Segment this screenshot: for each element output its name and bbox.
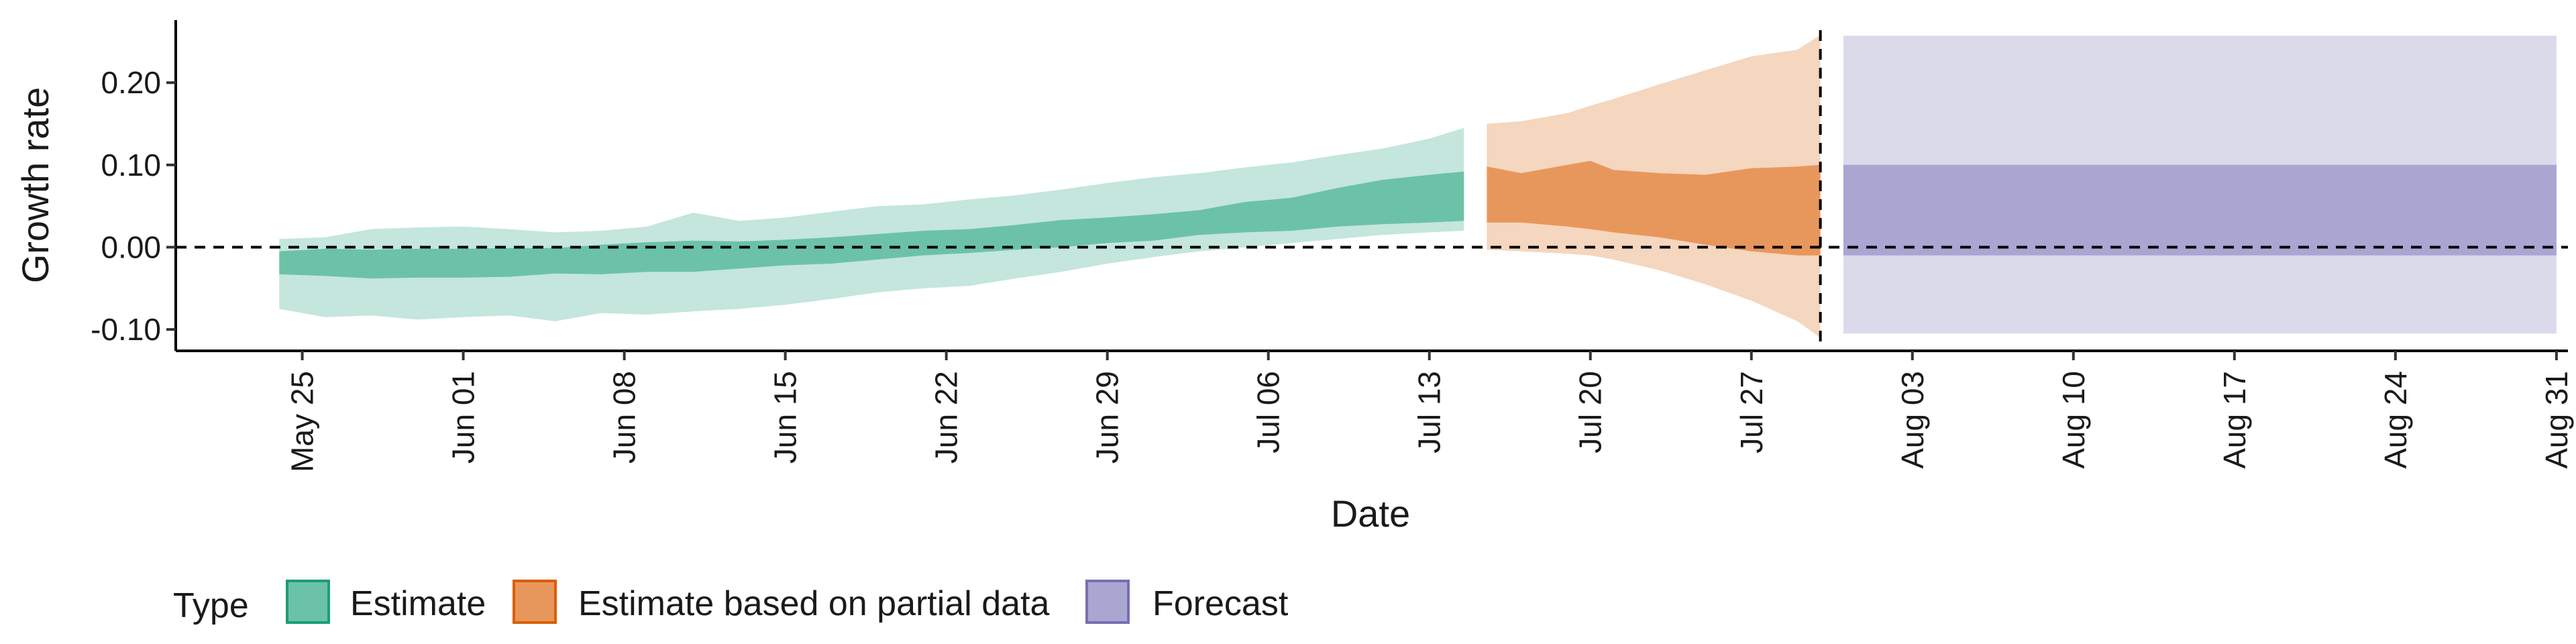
x-tick-label: Aug 10 [2056, 371, 2091, 469]
band-inner-forecast [1843, 165, 2557, 256]
y-axis-title: Growth rate [14, 87, 56, 284]
x-tick-label: Jul 27 [1734, 371, 1769, 453]
legend: Type Estimate Estimate based on partial … [173, 581, 1289, 625]
x-tick-label: Jun 29 [1090, 371, 1125, 464]
y-tick-label: -0.10 [91, 312, 161, 347]
x-tick-label: Jun 15 [768, 371, 803, 464]
x-tick-label: Jun 08 [607, 371, 642, 464]
x-tick-label: May 25 [285, 371, 320, 472]
legend-label-partial: Estimate based on partial data [578, 584, 1050, 623]
x-tick-label: Jun 01 [446, 371, 481, 464]
y-tick-label: 0.00 [101, 229, 161, 264]
x-tick-label: Aug 03 [1895, 371, 1930, 469]
x-tick-label: Jul 13 [1412, 371, 1447, 453]
legend-label-forecast: Forecast [1152, 584, 1289, 623]
x-tick-label: Aug 24 [2378, 371, 2413, 469]
bands-layer [279, 35, 2557, 337]
x-tick-label: Jun 22 [929, 371, 964, 464]
x-axis-title: Date [1331, 492, 1410, 535]
x-tick-label: Aug 31 [2539, 371, 2574, 469]
y-tick-label: 0.20 [101, 65, 161, 100]
y-tick-label: 0.10 [101, 148, 161, 182]
legend-key-partial [514, 581, 555, 623]
x-tick-label: Aug 17 [2217, 371, 2252, 469]
legend-title: Type [173, 586, 249, 625]
legend-key-estimate [287, 581, 329, 623]
legend-label-estimate: Estimate [350, 584, 486, 623]
x-tick-label: Jul 20 [1573, 371, 1608, 453]
legend-key-forecast [1087, 581, 1128, 623]
x-tick-label: Jul 06 [1251, 371, 1286, 453]
